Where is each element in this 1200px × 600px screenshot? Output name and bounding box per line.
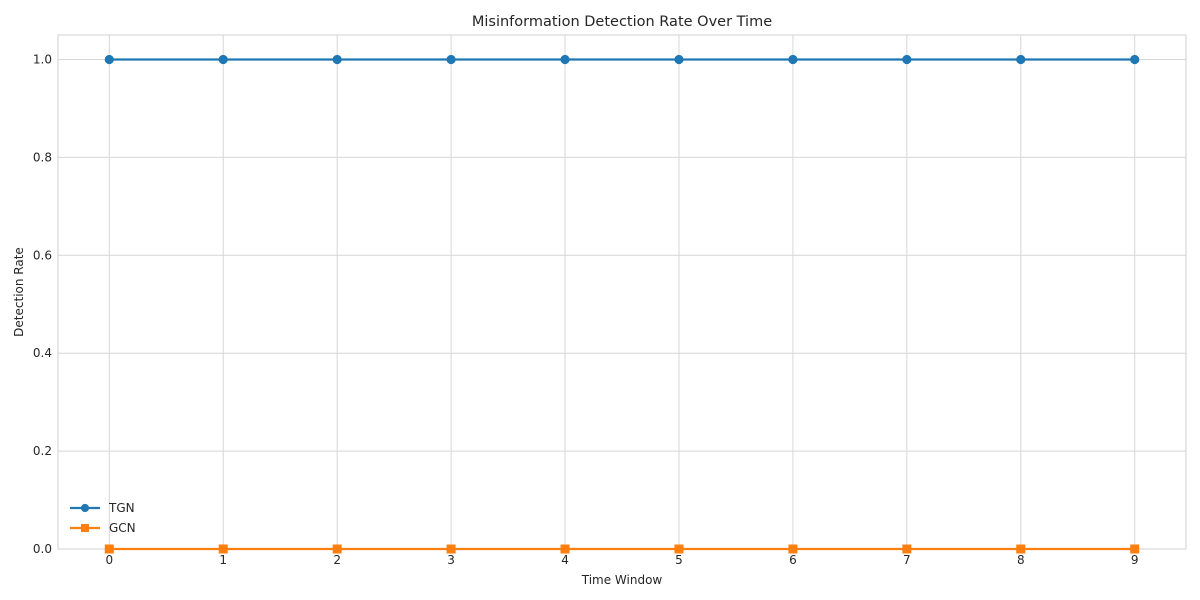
gcn-data-point — [104, 544, 114, 554]
gcn-data-point — [332, 544, 342, 554]
gcn-data-point — [1130, 544, 1140, 554]
gcn-data-point — [674, 544, 684, 554]
tgn-data-point — [1016, 54, 1026, 65]
gcn-data-point — [560, 544, 570, 554]
gcn-data-point — [218, 544, 228, 554]
y-axis-title: Detection Rate — [12, 247, 26, 337]
x-tick-label: 2 — [333, 553, 341, 567]
gcn-legend-label: GCN — [109, 521, 136, 535]
tgn-legend-marker — [80, 503, 90, 513]
x-tick-label: 0 — [105, 553, 113, 567]
y-tick-label: 0.0 — [33, 542, 52, 556]
x-tick-label: 1 — [219, 553, 227, 567]
chart-title: Misinformation Detection Rate Over Time — [472, 14, 772, 30]
y-tick-label: 0.2 — [33, 444, 52, 458]
x-tick-label: 8 — [1017, 553, 1025, 567]
x-tick-label: 3 — [447, 553, 455, 567]
x-axis-title: Time Window — [581, 573, 663, 587]
tgn-data-point — [674, 54, 684, 65]
tgn-data-point — [788, 54, 798, 65]
tgn-data-point — [218, 54, 228, 65]
tgn-data-point — [446, 54, 456, 65]
tgn-data-point — [332, 54, 342, 65]
tgn-legend-label: TGN — [108, 501, 135, 515]
series-layer — [104, 54, 1140, 554]
gcn-data-point — [788, 544, 798, 554]
gcn-data-point — [902, 544, 912, 554]
x-tick-label: 4 — [561, 553, 569, 567]
x-tick-label: 9 — [1131, 553, 1139, 567]
tick-labels: 0 1 2 3 4 5 6 7 8 9 0.0 0.2 0.4 0.6 0.8 1.0 — [33, 52, 1139, 567]
tgn-data-point — [902, 54, 912, 65]
legend: TGN GCN — [70, 501, 136, 535]
gcn-data-point — [446, 544, 456, 554]
x-tick-label: 7 — [903, 553, 911, 567]
y-tick-label: 1.0 — [33, 52, 52, 66]
gcn-data-point — [1016, 544, 1026, 554]
x-tick-label: 5 — [675, 553, 683, 567]
tgn-data-point — [1130, 54, 1140, 65]
tgn-data-point — [104, 54, 114, 65]
y-tick-label: 0.4 — [33, 346, 52, 360]
tgn-data-point — [560, 54, 570, 65]
gcn-legend-marker — [81, 524, 89, 532]
y-tick-label: 0.6 — [33, 248, 52, 262]
y-tick-label: 0.8 — [33, 150, 52, 164]
x-tick-label: 6 — [789, 553, 797, 567]
